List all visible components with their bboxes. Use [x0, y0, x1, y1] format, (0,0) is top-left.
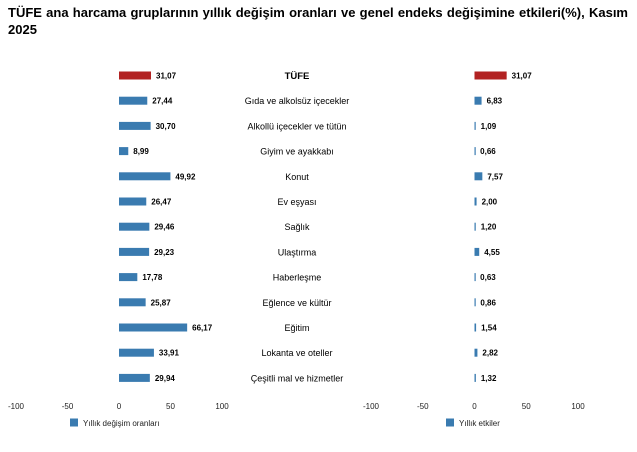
data-label-yillik-etki-11: 2,82: [482, 349, 498, 358]
bar-yillik-degisim-0: [119, 71, 152, 80]
bar-yillik-degisim-7: [119, 247, 150, 256]
category-label-5: Ev eşyası: [277, 197, 316, 207]
data-label-yillik-degisim-4: 49,92: [175, 172, 196, 181]
bar-yillik-etki-8: [474, 273, 476, 282]
bar-yillik-degisim-9: [119, 298, 146, 307]
data-label-yillik-degisim-11: 33,91: [159, 349, 180, 358]
bar-yillik-degisim-4: [119, 172, 171, 181]
data-label-yillik-etki-12: 1,32: [481, 374, 497, 383]
category-label-3: Giyim ve ayakkabı: [260, 147, 334, 157]
bar-yillik-degisim-12: [119, 373, 150, 382]
x-tick-yillik-etki-2: 0: [472, 402, 477, 411]
legend-swatch-yillik-etki: [446, 418, 454, 427]
bar-yillik-degisim-10: [119, 323, 188, 332]
category-label-10: Eğitim: [284, 323, 309, 333]
category-label-8: Haberleşme: [273, 273, 322, 283]
category-label-7: Ulaştırma: [278, 247, 317, 257]
data-label-yillik-degisim-7: 29,23: [154, 248, 175, 257]
data-label-yillik-degisim-12: 29,94: [155, 374, 176, 383]
data-label-yillik-degisim-8: 17,78: [142, 273, 163, 282]
data-label-yillik-etki-10: 1,54: [481, 324, 497, 333]
bar-yillik-degisim-6: [119, 222, 150, 231]
bar-yillik-etki-0: [474, 71, 507, 80]
x-tick-yillik-degisim-2: 0: [117, 402, 122, 411]
bar-yillik-etki-4: [474, 172, 483, 181]
data-label-yillik-degisim-0: 31,07: [156, 72, 177, 81]
bar-yillik-etki-5: [474, 197, 477, 206]
bar-yillik-etki-1: [474, 96, 482, 105]
x-tick-yillik-degisim-1: -50: [62, 402, 74, 411]
data-label-yillik-etki-2: 1,09: [481, 122, 497, 131]
bar-yillik-etki-6: [474, 222, 476, 231]
legend-label-yillik-etki: Yıllık etkiler: [459, 419, 500, 428]
data-label-yillik-etki-1: 6,83: [487, 97, 503, 106]
data-label-yillik-degisim-6: 29,46: [154, 223, 175, 232]
bar-yillik-etki-10: [474, 323, 477, 332]
data-label-yillik-degisim-1: 27,44: [152, 97, 173, 106]
legend-swatch-yillik-degisim: [70, 418, 78, 427]
x-tick-yillik-etki-1: -50: [417, 402, 429, 411]
data-label-yillik-etki-7: 4,55: [484, 248, 500, 257]
x-tick-yillik-etki-4: 100: [571, 402, 585, 411]
bar-yillik-etki-9: [474, 298, 476, 307]
data-label-yillik-etki-3: 0,66: [480, 147, 496, 156]
category-label-4: Konut: [285, 172, 309, 182]
data-label-yillik-etki-4: 7,57: [487, 172, 503, 181]
data-label-yillik-etki-6: 1,20: [481, 223, 497, 232]
bar-yillik-degisim-11: [119, 348, 154, 357]
bar-yillik-etki-3: [474, 147, 476, 156]
category-label-6: Sağlık: [284, 222, 310, 232]
data-label-yillik-etki-5: 2,00: [482, 198, 498, 207]
bar-yillik-degisim-2: [119, 121, 151, 130]
category-label-9: Eğlence ve kültür: [262, 298, 331, 308]
category-label-12: Çeşitli mal ve hizmetler: [251, 373, 344, 383]
bar-yillik-degisim-3: [119, 147, 129, 156]
data-label-yillik-degisim-9: 25,87: [151, 298, 172, 307]
data-label-yillik-etki-9: 0,86: [480, 298, 496, 307]
legend-label-yillik-degisim: Yıllık değişim oranları: [83, 419, 159, 428]
x-tick-yillik-degisim-0: -100: [8, 402, 25, 411]
data-label-yillik-degisim-2: 30,70: [156, 122, 177, 131]
x-tick-yillik-etki-0: -100: [363, 402, 380, 411]
chart-title: TÜFE ana harcama gruplarının yıllık deği…: [8, 5, 628, 37]
category-label-1: Gıda ve alkolsüz içecekler: [245, 96, 350, 106]
data-label-yillik-etki-0: 31,07: [512, 72, 533, 81]
category-label-2: Alkollü içecekler ve tütün: [247, 121, 346, 131]
x-tick-yillik-degisim-4: 100: [215, 402, 229, 411]
data-label-yillik-degisim-10: 66,17: [192, 324, 213, 333]
bar-yillik-etki-2: [474, 121, 476, 130]
bar-yillik-degisim-1: [119, 96, 148, 105]
data-label-yillik-etki-8: 0,63: [480, 273, 496, 282]
bar-yillik-etki-11: [474, 348, 478, 357]
category-label-11: Lokanta ve oteller: [261, 348, 332, 358]
bar-yillik-degisim-8: [119, 273, 138, 282]
bar-yillik-degisim-5: [119, 197, 147, 206]
x-tick-yillik-etki-3: 50: [522, 402, 531, 411]
data-label-yillik-degisim-5: 26,47: [151, 198, 172, 207]
bar-yillik-etki-7: [474, 247, 480, 256]
category-label-0: TÜFE: [285, 71, 310, 82]
data-label-yillik-degisim-3: 8,99: [133, 147, 149, 156]
x-tick-yillik-degisim-3: 50: [166, 402, 175, 411]
bar-yillik-etki-12: [474, 373, 476, 382]
